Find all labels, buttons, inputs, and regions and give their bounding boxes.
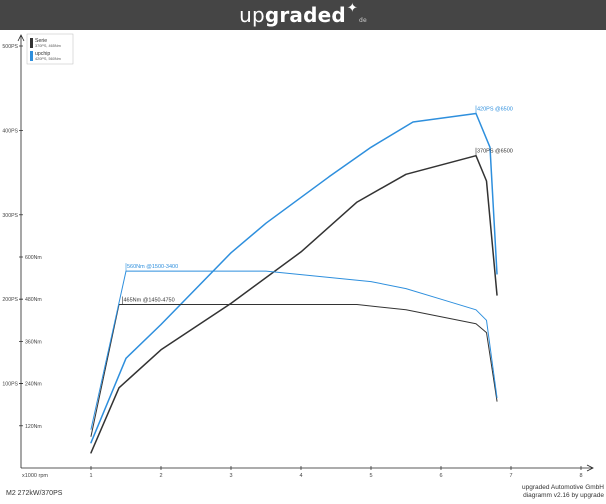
brand-tld-text: de [359,17,367,24]
legend-series-sub: 420PS, 560Nm [35,57,61,61]
torque-tick-label: 600Nm [25,255,42,261]
y-axis-arrow [17,34,25,42]
legend-series-sub: 370PS, 465Nm [35,44,61,48]
legend-series-name: Serie [35,38,47,44]
footer-model-info: M2 272kW/370PS [6,490,63,497]
chart-tick-labels: 1 2 3 4 5 6 7 8 x1000 rpm 100PS 200PS 300PS 400PS 500… [2,44,582,479]
brand-logo: upgraded✦de [239,1,367,27]
x-tick-label: 8 [579,473,582,479]
x-tick-label: 1 [89,473,92,479]
x-axis-arrow [586,464,594,472]
annotation-label: 420PS @6500 [477,107,513,113]
power-line-serie [90,154,498,454]
torque-line-serie [90,304,498,437]
power-line-upchip [90,112,498,444]
power-tick-label: 300PS [2,213,18,219]
legend-swatch [30,51,33,61]
chart-series [90,112,498,454]
legend-series-name: upchip [35,51,50,57]
top-bar: upgraded✦de [0,0,606,30]
annotation-label: 465Nm @1450-4750 [124,297,175,303]
footer-credits-line2: diagramm v2.16 by upgrade [523,492,604,499]
x-tick-label: 4 [299,473,302,479]
power-tick-label: 500PS [2,44,18,50]
legend-swatch [30,38,33,48]
legend-box [26,33,74,65]
annotation-label: 560Nm @1500-3400 [127,264,178,270]
brand-bold-text: graded [264,3,346,27]
annotation-label: 370PS @6500 [477,149,513,155]
x-tick-label: 5 [369,473,372,479]
torque-tick-label: 360Nm [25,339,42,345]
torque-tick-label: 480Nm [25,297,42,303]
x-tick-label: 6 [439,473,442,479]
chart-axes [17,34,594,472]
x-tick-label: 7 [509,473,512,479]
x-tick-label: 2 [159,473,162,479]
power-tick-label: 200PS [2,297,18,303]
torque-tick-label: 240Nm [25,382,42,388]
footer-credits-line1: upgraded Automotive GmbH [521,484,604,491]
x-axis-label: x1000 rpm [22,473,48,479]
brand-light-text: up [239,3,265,27]
torque-line-upchip [90,270,498,430]
chart-annotations: 420PS @6500 370PS @6500 560Nm @1500-3400 46… [122,105,513,305]
x-tick-label: 3 [229,473,232,479]
brand-star-icon: ✦ [346,1,359,16]
dyno-chart: 1 2 3 4 5 6 7 8 x1000 rpm 100PS 200PS 300PS 400PS 500… [2,33,594,479]
torque-tick-label: 120Nm [25,424,42,430]
power-tick-label: 400PS [2,128,18,134]
power-tick-label: 100PS [2,382,18,388]
footer-credits: upgraded Automotive GmbH diagramm v2.16 … [522,484,604,500]
